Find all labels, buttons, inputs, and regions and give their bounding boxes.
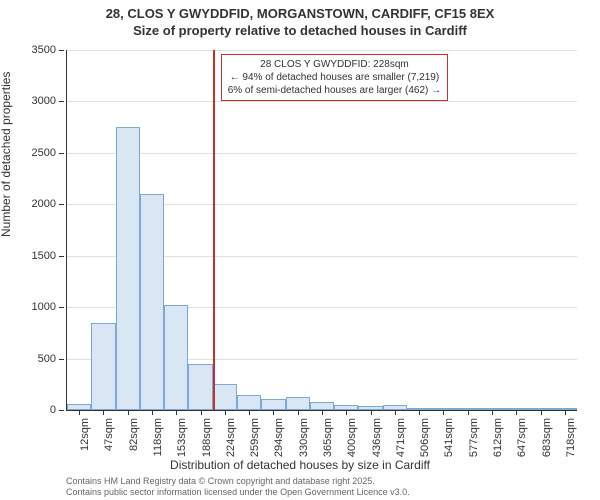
y-axis: 0500100015002000250030003500	[0, 50, 64, 410]
y-tick-label: 3500	[32, 44, 56, 56]
x-tick	[565, 410, 566, 415]
histogram-bar	[140, 194, 164, 410]
y-tick	[59, 50, 64, 51]
y-tick	[59, 101, 64, 102]
footer-attribution: Contains HM Land Registry data © Crown c…	[66, 476, 410, 498]
x-tick-label: 471sqm	[395, 418, 407, 458]
x-tick-label: 153sqm	[176, 418, 188, 458]
histogram-bar	[91, 323, 115, 410]
info-line: 6% of semi-detached houses are larger (4…	[228, 84, 441, 97]
histogram-bar	[164, 305, 188, 410]
x-tick-label: 188sqm	[201, 418, 213, 458]
x-tick-label: 400sqm	[346, 418, 358, 458]
x-tick-label: 12sqm	[79, 418, 91, 458]
x-tick-label: 330sqm	[298, 418, 310, 458]
x-tick-label: 577sqm	[468, 418, 480, 458]
x-tick	[273, 410, 274, 415]
y-tick-label: 0	[50, 404, 56, 416]
x-tick	[395, 410, 396, 415]
x-tick	[79, 410, 80, 415]
footer-line-2: Contains public sector information licen…	[66, 487, 410, 498]
x-tick	[152, 410, 153, 415]
y-tick	[59, 204, 64, 205]
x-tick-label: 541sqm	[443, 418, 455, 458]
x-tick-label: 506sqm	[419, 418, 431, 458]
x-tick	[468, 410, 469, 415]
histogram-bar	[213, 384, 237, 410]
x-tick-label: 224sqm	[225, 418, 237, 458]
histogram-bar	[237, 395, 261, 410]
x-tick-label: 612sqm	[492, 418, 504, 458]
info-line: 28 CLOS Y GWYDDFID: 228sqm	[228, 58, 441, 71]
x-tick	[492, 410, 493, 415]
x-tick-label: 47sqm	[103, 418, 115, 458]
gridline	[67, 50, 577, 51]
y-tick-label: 1500	[32, 250, 56, 262]
x-tick	[298, 410, 299, 415]
y-tick	[59, 410, 64, 411]
x-tick-label: 82sqm	[128, 418, 140, 458]
x-tick-label: 259sqm	[249, 418, 261, 458]
info-line: ← 94% of detached houses are smaller (7,…	[228, 71, 441, 84]
y-tick-label: 1000	[32, 301, 56, 313]
footer-line-1: Contains HM Land Registry data © Crown c…	[66, 476, 410, 487]
x-tick	[346, 410, 347, 415]
x-tick	[371, 410, 372, 415]
info-box: 28 CLOS Y GWYDDFID: 228sqm← 94% of detac…	[221, 54, 448, 101]
y-tick-label: 2500	[32, 147, 56, 159]
x-tick-label: 118sqm	[152, 418, 164, 458]
x-tick	[541, 410, 542, 415]
gridline	[67, 101, 577, 102]
y-tick	[59, 153, 64, 154]
plot-area: 12sqm47sqm82sqm118sqm153sqm188sqm224sqm2…	[66, 50, 577, 411]
x-tick-label: 683sqm	[541, 418, 553, 458]
chart-container: 28, CLOS Y GWYDDFID, MORGANSTOWN, CARDIF…	[0, 0, 600, 500]
x-tick	[128, 410, 129, 415]
histogram-bar	[116, 127, 140, 410]
x-tick	[201, 410, 202, 415]
x-tick	[419, 410, 420, 415]
x-tick	[103, 410, 104, 415]
title-line-1: 28, CLOS Y GWYDDFID, MORGANSTOWN, CARDIF…	[0, 6, 600, 23]
histogram-bar	[261, 399, 285, 410]
chart-title: 28, CLOS Y GWYDDFID, MORGANSTOWN, CARDIF…	[0, 0, 600, 40]
x-tick	[249, 410, 250, 415]
x-tick-label: 365sqm	[322, 418, 334, 458]
x-tick-label: 294sqm	[273, 418, 285, 458]
x-tick-label: 436sqm	[371, 418, 383, 458]
histogram-bar	[286, 397, 310, 410]
x-tick	[176, 410, 177, 415]
y-tick	[59, 307, 64, 308]
x-tick-label: 647sqm	[516, 418, 528, 458]
y-tick	[59, 256, 64, 257]
y-tick	[59, 359, 64, 360]
x-tick-label: 718sqm	[565, 418, 577, 458]
histogram-bar	[310, 402, 334, 410]
x-tick	[443, 410, 444, 415]
x-tick	[322, 410, 323, 415]
title-line-2: Size of property relative to detached ho…	[0, 23, 600, 40]
x-tick	[516, 410, 517, 415]
y-tick-label: 3000	[32, 95, 56, 107]
y-tick-label: 2000	[32, 198, 56, 210]
gridline	[67, 153, 577, 154]
histogram-bar	[188, 364, 212, 410]
marker-line	[213, 50, 215, 410]
y-tick-label: 500	[38, 353, 56, 365]
x-axis-label: Distribution of detached houses by size …	[0, 458, 600, 472]
x-tick	[225, 410, 226, 415]
